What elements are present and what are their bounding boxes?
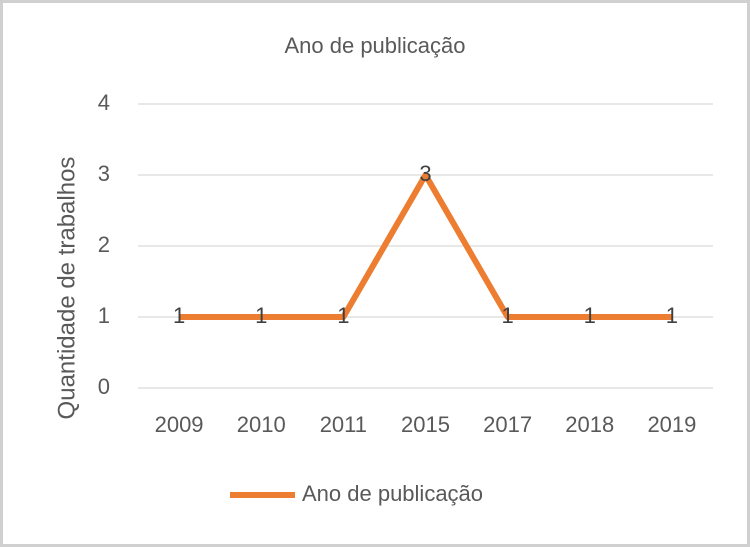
chart-title: Ano de publicação bbox=[284, 33, 465, 58]
y-tick-label: 2 bbox=[98, 232, 110, 257]
data-label: 1 bbox=[173, 303, 185, 328]
data-label: 1 bbox=[666, 303, 678, 328]
y-tick-label: 3 bbox=[98, 161, 110, 186]
x-tick-label: 2018 bbox=[565, 412, 614, 437]
legend-label: Ano de publicação bbox=[302, 481, 483, 506]
y-tick-label: 0 bbox=[98, 374, 110, 399]
data-label: 1 bbox=[337, 303, 349, 328]
data-label: 1 bbox=[255, 303, 267, 328]
y-tick-label: 4 bbox=[98, 90, 110, 115]
data-label: 1 bbox=[502, 303, 514, 328]
x-tick-label: 2019 bbox=[647, 412, 696, 437]
data-line bbox=[179, 172, 672, 320]
y-tick-label: 1 bbox=[98, 303, 110, 328]
x-tick-label: 2015 bbox=[401, 412, 450, 437]
x-tick-label: 2017 bbox=[483, 412, 532, 437]
x-tick-label: 2011 bbox=[320, 412, 367, 437]
y-axis-label: Quantidade de trabalhos bbox=[53, 157, 80, 420]
x-tick-label: 2009 bbox=[155, 412, 204, 437]
x-tick-label: 2010 bbox=[237, 412, 286, 437]
data-label: 1 bbox=[584, 303, 596, 328]
data-label: 3 bbox=[419, 161, 431, 186]
